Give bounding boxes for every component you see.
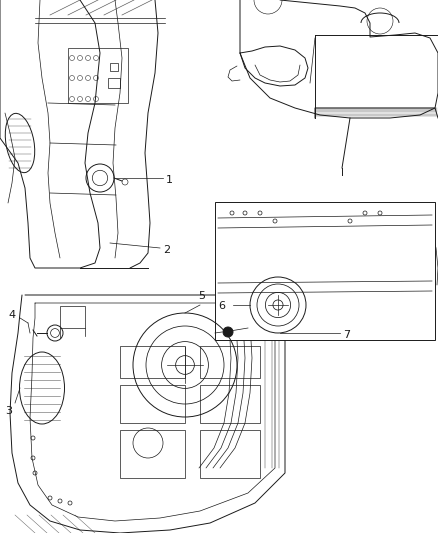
Bar bbox=[120, 385, 184, 423]
Text: 4: 4 bbox=[8, 310, 15, 320]
Bar bbox=[200, 385, 259, 423]
Bar bbox=[110, 63, 118, 71]
Circle shape bbox=[223, 327, 233, 337]
Bar bbox=[120, 430, 184, 478]
Bar bbox=[120, 346, 184, 378]
Bar bbox=[200, 430, 259, 478]
Text: 5: 5 bbox=[198, 291, 205, 301]
Bar bbox=[108, 78, 120, 88]
Text: 2: 2 bbox=[162, 245, 170, 255]
Text: 3: 3 bbox=[5, 406, 12, 416]
Text: 7: 7 bbox=[342, 330, 350, 340]
Bar bbox=[215, 202, 434, 340]
Text: 6: 6 bbox=[218, 301, 225, 311]
Text: 1: 1 bbox=[166, 175, 173, 185]
Bar bbox=[68, 48, 128, 103]
Bar bbox=[60, 306, 85, 328]
Bar bbox=[200, 346, 259, 378]
